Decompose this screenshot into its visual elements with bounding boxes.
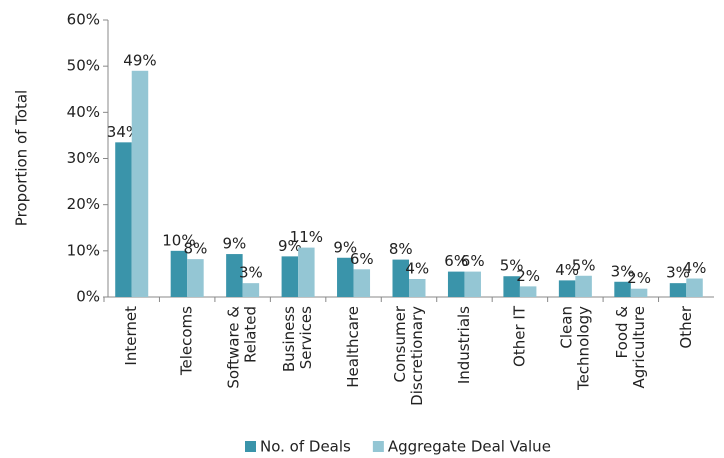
value-label: 5% [500,257,524,275]
value-label: 11% [290,228,323,246]
x-tick-label: Clean [557,306,575,349]
x-tick-label: Business [280,306,298,372]
bar [669,283,687,297]
y-tick-label: 0% [76,288,100,306]
bar [503,276,520,297]
value-label: 6% [444,252,468,270]
bar [464,271,481,297]
bar [558,280,576,297]
x-tick-label: Internet [122,306,140,366]
x-tick-label: Industrials [455,306,473,384]
x-tick-label: Healthcare [344,306,362,388]
x-tick-label: Agriculture [630,306,648,389]
bar [242,283,260,297]
bar [298,247,315,297]
value-label: 9% [222,235,246,253]
value-label: 2% [627,269,651,287]
legend-label: No. of Deals [260,438,351,456]
y-tick-label: 20% [67,195,100,213]
y-tick-label: 30% [67,149,100,167]
value-label: 8% [184,240,208,258]
x-tick-label: Food & [613,306,631,359]
bar [630,288,648,297]
x-tick-label: Related [242,306,260,363]
value-label: 8% [389,240,413,258]
value-label: 3% [611,262,635,280]
bar [392,259,409,297]
x-tick-label: Software & [225,306,243,389]
x-tick-label: Other IT [510,305,528,367]
legend-swatch [245,441,256,452]
value-label: 4% [405,259,429,277]
value-label: 2% [516,267,540,285]
bar [337,257,354,297]
value-label: 49% [123,51,156,69]
bar [447,271,465,297]
bar [353,269,371,297]
value-label: 9% [333,238,357,256]
value-label: 6% [350,250,374,268]
x-tick-label: Discretionary [408,306,426,406]
y-tick-label: 60% [67,11,100,29]
value-label: 4% [683,259,707,277]
bar [614,281,631,297]
bar [226,254,243,297]
x-tick-label: Services [297,306,315,369]
x-tick-label: Other [677,305,695,348]
bar [519,286,537,297]
bar [281,256,299,297]
x-tick-label: Telecoms [178,306,196,376]
y-axis-label: Proportion of Total [13,90,31,226]
value-label: 9% [278,237,302,255]
value-label: 4% [555,261,579,279]
bar [115,142,132,297]
legend-label: Aggregate Deal Value [388,438,551,456]
x-tick-label: Technology [574,306,592,391]
value-label: 3% [666,264,690,282]
value-label: 3% [239,264,263,282]
bar [409,278,426,297]
y-tick-label: 10% [67,241,100,259]
value-label: 6% [461,252,485,270]
y-tick-label: 40% [67,103,100,121]
y-tick-label: 50% [67,57,100,75]
x-tick-label: Consumer [391,305,409,382]
bar [187,259,204,297]
value-label: 5% [572,256,596,274]
legend-swatch [372,441,384,452]
value-label: 10% [162,231,195,249]
bar [686,278,703,297]
bar [131,70,149,298]
bar [575,275,592,297]
bar [170,250,188,297]
